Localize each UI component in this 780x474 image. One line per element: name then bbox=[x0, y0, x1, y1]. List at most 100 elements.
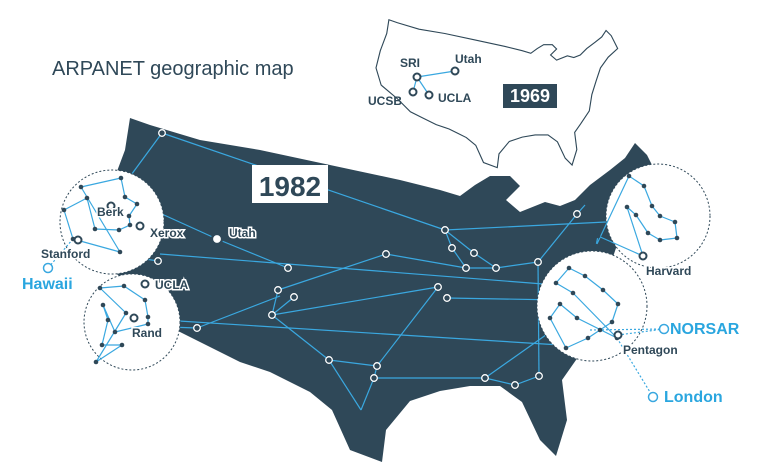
node bbox=[535, 372, 543, 380]
network-nodes bbox=[42, 129, 680, 403]
link bbox=[159, 253, 557, 286]
node bbox=[193, 324, 201, 332]
cluster-node bbox=[563, 345, 569, 351]
label-ucsb: UCSB bbox=[368, 94, 402, 108]
cluster-node bbox=[145, 321, 151, 327]
link bbox=[587, 329, 601, 339]
link bbox=[484, 377, 516, 386]
link bbox=[277, 253, 387, 291]
cluster-node bbox=[615, 301, 621, 307]
cluster-node bbox=[645, 230, 651, 236]
link bbox=[589, 328, 665, 331]
link bbox=[549, 317, 567, 349]
link bbox=[555, 282, 574, 294]
node bbox=[158, 129, 166, 137]
link bbox=[385, 253, 467, 269]
link bbox=[162, 319, 561, 346]
node bbox=[382, 250, 390, 258]
link bbox=[271, 296, 295, 316]
cluster-node bbox=[574, 315, 580, 321]
cluster-node bbox=[127, 222, 133, 228]
label-rand: Rand bbox=[132, 326, 162, 340]
cluster-node bbox=[117, 249, 123, 255]
cluster-node bbox=[93, 359, 99, 365]
cluster-node bbox=[582, 273, 588, 279]
label-ucla: UCLA bbox=[155, 278, 189, 292]
label-pentagon: Pentagon bbox=[623, 343, 678, 357]
node-hawaii bbox=[42, 262, 54, 274]
node-xerox bbox=[135, 221, 145, 231]
link bbox=[120, 177, 126, 198]
node-london bbox=[647, 391, 659, 403]
link bbox=[659, 237, 678, 241]
label-stanford: Stanford bbox=[41, 247, 90, 261]
link bbox=[376, 286, 439, 367]
label-ucla-1969: UCLA bbox=[438, 91, 472, 105]
link bbox=[565, 337, 589, 349]
node bbox=[534, 258, 542, 266]
cluster-node bbox=[624, 204, 630, 210]
node-utah bbox=[210, 232, 224, 246]
link bbox=[572, 292, 618, 339]
link bbox=[473, 252, 497, 269]
page-title: ARPANET geographic map bbox=[52, 58, 294, 80]
node bbox=[373, 362, 381, 370]
link bbox=[95, 312, 127, 363]
cluster-node bbox=[600, 287, 606, 293]
node bbox=[443, 294, 451, 302]
link bbox=[595, 175, 630, 247]
node-sri bbox=[412, 72, 422, 82]
cluster-node bbox=[557, 301, 563, 307]
node bbox=[448, 244, 456, 252]
cluster-node bbox=[123, 310, 129, 316]
node bbox=[325, 356, 333, 364]
cluster-node bbox=[585, 335, 591, 341]
link bbox=[144, 299, 149, 318]
node bbox=[274, 286, 282, 294]
link bbox=[659, 215, 676, 223]
node bbox=[268, 311, 276, 319]
link bbox=[602, 289, 619, 305]
link bbox=[102, 304, 109, 321]
node-stanford bbox=[73, 235, 83, 245]
cluster-circles bbox=[59, 163, 711, 371]
node-rand bbox=[129, 313, 139, 323]
cluster-node bbox=[105, 317, 111, 323]
node bbox=[154, 257, 162, 265]
cluster-node bbox=[609, 319, 615, 325]
cluster-node bbox=[674, 235, 680, 241]
link bbox=[674, 221, 678, 239]
link bbox=[271, 289, 279, 316]
node bbox=[470, 249, 478, 257]
link bbox=[444, 229, 475, 254]
link bbox=[360, 377, 375, 411]
cluster-node bbox=[122, 194, 128, 200]
inset-1969-map: SRI Utah UCSB UCLA 1969 bbox=[368, 19, 619, 169]
cluster-node bbox=[118, 175, 124, 181]
cluster-node bbox=[99, 342, 105, 348]
cluster-node bbox=[92, 226, 98, 232]
cluster-node bbox=[119, 342, 125, 348]
link bbox=[611, 303, 619, 323]
cluster-node bbox=[593, 243, 599, 249]
cluster-node bbox=[626, 173, 632, 179]
cluster-node bbox=[547, 315, 553, 321]
link bbox=[101, 319, 109, 346]
link bbox=[537, 261, 540, 377]
cluster-node bbox=[121, 283, 127, 289]
label-utah-1969: Utah bbox=[455, 52, 482, 66]
link bbox=[628, 175, 645, 187]
cluster-node bbox=[566, 265, 572, 271]
cluster-node bbox=[84, 195, 90, 201]
link bbox=[99, 287, 127, 314]
link bbox=[328, 359, 378, 367]
link bbox=[597, 235, 644, 257]
node-ucsb bbox=[408, 87, 418, 97]
node-berk bbox=[106, 201, 116, 211]
cluster-node bbox=[126, 213, 132, 219]
link bbox=[559, 303, 578, 319]
node-ucla bbox=[140, 279, 150, 289]
cluster-node bbox=[657, 213, 663, 219]
cluster-node bbox=[595, 233, 601, 239]
label-norsar: NORSAR bbox=[670, 321, 740, 338]
